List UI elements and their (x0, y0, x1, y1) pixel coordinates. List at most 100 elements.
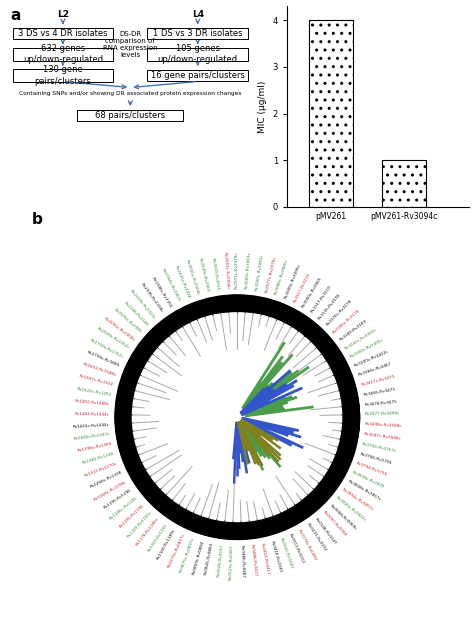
Text: Rv3794-Rv3795: Rv3794-Rv3795 (356, 461, 388, 477)
Text: Rv3587c-Rv3588c: Rv3587c-Rv3588c (364, 432, 401, 441)
Text: Rv2364c-Rv2367c: Rv2364c-Rv2367c (161, 268, 182, 303)
Text: Rv3135-Rv3178: Rv3135-Rv3178 (318, 292, 342, 320)
Text: Rv3117-Rv3119: Rv3117-Rv3119 (310, 285, 332, 314)
Text: Rv1268c-Rv1338: Rv1268c-Rv1338 (89, 470, 122, 489)
Text: Rv3185c-Rv3178: Rv3185c-Rv3178 (332, 308, 361, 334)
Text: Rv2076c-Rv2085: Rv2076c-Rv2085 (112, 308, 142, 334)
Text: Rv0416-Rv0343: Rv0416-Rv0343 (269, 540, 282, 572)
Text: Rv3241c-Rv3302c: Rv3241c-Rv3302c (344, 327, 378, 350)
Text: Rv1268c-Rv1198c: Rv1268c-Rv1198c (93, 479, 127, 502)
Text: 16 gene pairs/clusters: 16 gene pairs/clusters (151, 71, 245, 80)
Text: b: b (32, 212, 43, 227)
Text: Rv2601c-Rv2556c: Rv2601c-Rv2556c (222, 251, 229, 290)
Text: Rv0231-Rv0232: Rv0231-Rv0232 (306, 523, 327, 552)
Text: Rv0146-Rv0147: Rv0146-Rv0147 (314, 517, 337, 545)
Text: Rv0416-Rv0417: Rv0416-Rv0417 (260, 542, 270, 575)
Text: Rv3384c-Rv3467: Rv3384c-Rv3467 (357, 362, 392, 377)
Text: Rv3000c-Rv3081c: Rv3000c-Rv3081c (255, 253, 264, 291)
Text: Rv1100-Rv1189c: Rv1100-Rv1189c (156, 528, 177, 561)
Text: Rv1195-Rv1196: Rv1195-Rv1196 (103, 488, 133, 510)
Text: L2: L2 (57, 10, 69, 19)
Text: Rv0826-Rv0884: Rv0826-Rv0884 (204, 542, 214, 576)
Text: Rv1169-Rv1193: Rv1169-Rv1193 (147, 523, 168, 552)
Text: Rv3176c-Rv3178: Rv3176c-Rv3178 (325, 299, 353, 327)
Text: Rv0068-Rv0069c: Rv0068-Rv0069c (329, 503, 357, 530)
Text: Rv2319c-Rv2323c: Rv2319c-Rv2323c (129, 289, 156, 320)
Text: Rv1492-Rv1488c: Rv1492-Rv1488c (74, 399, 110, 406)
Text: Rv3300c-Rv3305c: Rv3300c-Rv3305c (349, 338, 384, 359)
Text: Rv2549c-Rv2560: Rv2549c-Rv2560 (197, 258, 210, 293)
Text: 3 DS vs 4 DR isolates: 3 DS vs 4 DR isolates (18, 29, 108, 38)
Text: Rv1443c-Rv1397c: Rv1443c-Rv1397c (73, 432, 110, 441)
Text: Rv3417c-Rv3475: Rv3417c-Rv3475 (361, 374, 395, 387)
Text: Rv3838c-Rv3839: Rv3838c-Rv3839 (352, 470, 385, 489)
Text: Rv3920c-Rv3922c: Rv3920c-Rv3922c (336, 496, 367, 522)
Text: Rv1337-Rv1270c: Rv1337-Rv1270c (84, 461, 118, 478)
Text: Rv3838c-Rv3857c: Rv3838c-Rv3857c (347, 479, 382, 502)
Text: Rv2977c-Rv2979c: Rv2977c-Rv2979c (264, 255, 277, 293)
Text: Rv1443c-Rv1444c: Rv1443c-Rv1444c (72, 423, 109, 428)
Text: Rv1587c-Rv1524: Rv1587c-Rv1524 (79, 374, 113, 387)
Text: Rv0486-Rv0417: Rv0486-Rv0417 (250, 544, 258, 577)
Text: Rv0486-Rv0487: Rv0486-Rv0487 (240, 545, 245, 578)
Text: Rv1178-Rv1186c: Rv1178-Rv1186c (136, 517, 160, 547)
Text: Rv3477-Rv3498c: Rv3477-Rv3498c (365, 412, 400, 416)
FancyBboxPatch shape (13, 28, 113, 39)
Text: 105 genes
up/down-regulated: 105 genes up/down-regulated (158, 45, 238, 65)
Text: Rv3189-Rv3169: Rv3189-Rv3169 (338, 319, 367, 342)
Text: Rv1653-Rv1588c: Rv1653-Rv1588c (82, 362, 117, 377)
Text: Rv1195-Rv1196: Rv1195-Rv1196 (118, 503, 145, 529)
Text: Rv2346c-Rv2355: Rv2346c-Rv2355 (151, 276, 173, 308)
FancyBboxPatch shape (13, 70, 113, 82)
Text: Rv3498c-Rv3588c: Rv3498c-Rv3588c (365, 423, 402, 429)
Text: Rv1169-Rv1193c: Rv1169-Rv1193c (126, 510, 153, 539)
Text: Rv0097-Rv0099: Rv0097-Rv0099 (321, 510, 347, 538)
Text: Rv0375c-Rv0837c: Rv0375c-Rv0837c (166, 533, 186, 569)
Text: Rv0311-Rv0312: Rv0311-Rv0312 (288, 533, 305, 564)
Text: Rv3317-Rv3119: Rv3317-Rv3119 (292, 272, 311, 303)
Text: 1 DS vs 3 DR isolates: 1 DS vs 3 DR isolates (153, 29, 243, 38)
Text: Rv2435c-Rv2438: Rv2435c-Rv2438 (173, 265, 191, 299)
Text: Rv2619-Rv2011: Rv2619-Rv2011 (210, 258, 219, 291)
Text: Rv1398c-Rv1384: Rv1398c-Rv1384 (77, 442, 112, 453)
Text: Rv3060c-Rv3063c: Rv3060c-Rv3063c (245, 251, 252, 290)
FancyBboxPatch shape (147, 28, 248, 39)
Text: Rv2501c-Rv2504c: Rv2501c-Rv2504c (184, 259, 200, 296)
Text: Rv3854c-Rv3857c: Rv3854c-Rv3857c (341, 488, 375, 512)
Text: Rv3766-Rv3795: Rv3766-Rv3795 (359, 452, 392, 465)
Text: 130 gene
pairs/clusters: 130 gene pairs/clusters (35, 65, 91, 85)
Text: Rv2106-Rv2108: Rv2106-Rv2108 (123, 300, 149, 327)
Text: Containing SNPs and/or showing DR associated protein expression changes: Containing SNPs and/or showing DR associ… (19, 91, 242, 96)
FancyBboxPatch shape (77, 110, 183, 122)
Text: a: a (10, 8, 20, 23)
Text: Rv3000c-Rv3095c: Rv3000c-Rv3095c (283, 263, 301, 299)
Text: Rv1759c-Rv1762c: Rv1759c-Rv1762c (90, 338, 125, 359)
Y-axis label: MIC (μg/ml): MIC (μg/ml) (258, 80, 267, 133)
Text: Rv1759c-Rv1685: Rv1759c-Rv1685 (86, 350, 120, 368)
Text: Rv0341-Rv0343: Rv0341-Rv0343 (279, 537, 294, 569)
Text: L4: L4 (191, 10, 204, 19)
FancyBboxPatch shape (13, 48, 113, 61)
Text: Rv3474-Rv3475: Rv3474-Rv3475 (364, 399, 397, 406)
Text: Rv1382-Rv1338: Rv1382-Rv1338 (82, 452, 115, 465)
Text: Rv2039c-Rv1762c: Rv2039c-Rv1762c (96, 327, 130, 350)
Text: 632 genes
up/down-regulated: 632 genes up/down-regulated (23, 45, 103, 65)
Text: Rv1483-Rv1444c: Rv1483-Rv1444c (74, 412, 109, 416)
Text: Rv0875c-Rv0837c: Rv0875c-Rv0837c (178, 537, 195, 574)
Text: Rv3300c-Rv3422c: Rv3300c-Rv3422c (354, 349, 390, 368)
Text: Rv3000c-Rv3065: Rv3000c-Rv3065 (301, 276, 323, 308)
Text: Rv0523c-Rv0487: Rv0523c-Rv0487 (228, 545, 234, 581)
FancyBboxPatch shape (147, 48, 248, 61)
Text: 68 pairs/clusters: 68 pairs/clusters (95, 111, 165, 120)
Text: Rv3766-Rv3767c: Rv3766-Rv3767c (362, 442, 397, 453)
Text: Rv1198c-Rv1196: Rv1198c-Rv1196 (109, 496, 138, 521)
Text: Rv0528-Rv0597: Rv0528-Rv0597 (216, 544, 224, 577)
Text: Rv0869c-Rv0884: Rv0869c-Rv0884 (191, 540, 205, 575)
Text: Rv1622c-Rv1493: Rv1622c-Rv1493 (76, 387, 111, 397)
Bar (309, 20, 353, 207)
Text: Rv3466-Rv3475: Rv3466-Rv3475 (363, 387, 396, 397)
Text: DS-DR
comparison of
RNA expression
levels: DS-DR comparison of RNA expression level… (103, 31, 158, 58)
Bar (382, 161, 426, 207)
FancyBboxPatch shape (147, 70, 248, 82)
Text: Rv2336-Rv2338c: Rv2336-Rv2338c (140, 283, 164, 314)
